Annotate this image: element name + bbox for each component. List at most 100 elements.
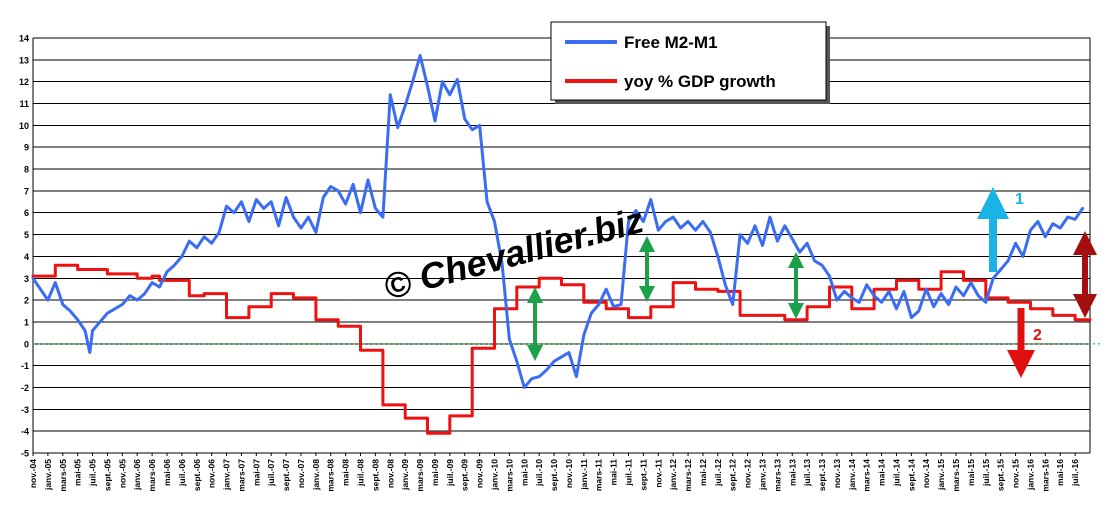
y-tick-label: 12 [19,77,29,87]
y-tick-label: 0 [24,339,29,349]
x-tick-label: mars-05 [58,459,68,492]
y-tick-label: -5 [21,449,29,459]
x-tick-label: janv.-05 [43,459,53,491]
x-tick-label: mars-13 [772,459,782,492]
x-tick-label: janv.-12 [668,459,678,491]
x-tick-label: nov.-13 [832,459,842,488]
y-tick-label: -4 [21,427,29,437]
x-tick-label: nov.-11 [653,459,663,488]
annotation-label-2: 2 [1033,327,1042,344]
x-tick-label: mars-14 [862,459,872,492]
x-tick-label: sept.-08 [370,459,380,491]
y-tick-label: -1 [21,361,29,371]
x-tick-label: juil.-12 [713,459,723,487]
x-tick-label: nov.-05 [117,459,127,488]
x-tick-label: juil.-07 [266,459,276,487]
annotation-label-1: 1 [1015,191,1024,208]
x-tick-label: janv.-09 [400,459,410,491]
x-tick-label: janv.-06 [132,459,142,491]
x-tick-label: sept.-14 [906,459,916,491]
series-line-free-m2-m1 [31,54,1085,389]
y-tick-label: 9 [24,143,29,153]
x-tick-label: juil.-05 [88,459,98,487]
x-tick-label: sept.-11 [638,459,648,491]
series-layer [31,54,1092,435]
x-tick-label: nov.-07 [296,459,306,488]
x-tick-label: mars-16 [1040,459,1050,492]
x-tick-label: sept.-05 [102,459,112,491]
x-tick-label: nov.-14 [921,459,931,488]
legend-box-face [550,21,827,101]
x-tick-label: nov.-12 [743,459,753,488]
x-tick-label: sept.-12 [728,459,738,491]
y-tick-label: 5 [24,230,29,240]
x-tick-label: mai-08 [341,459,351,486]
x-tick-label: mai-16 [1055,459,1065,486]
x-tick-label: juil.-11 [623,459,633,487]
x-tick-label: sept.-15 [996,459,1006,491]
y-tick-label: 14 [19,34,29,44]
x-tick-label: janv.-08 [311,459,321,491]
x-tick-label: nov.-09 [475,459,485,488]
x-tick-label: mai-13 [787,459,797,486]
x-tick-label: mai-10 [519,459,529,486]
x-tick-label: janv.-11 [579,459,589,491]
x-tick-label: mars-15 [951,459,961,492]
y-tick-label: 13 [19,55,29,65]
x-tick-label: mars-10 [504,459,514,492]
x-tick-label: janv.-15 [936,459,946,491]
x-tick-label: juil.-15 [981,459,991,487]
x-tick-label: janv.-07 [222,459,232,491]
series-line-gdp-growth [31,263,1092,435]
y-tick-label: 3 [24,274,29,284]
x-axis-tick-labels: nov.-04 janv.-05 mars-05 mai-05 juil.-05 sept… [28,453,1080,492]
x-tick-label: juil.-08 [356,459,366,487]
x-tick-label: juil.-06 [177,459,187,487]
x-tick-label: mai-14 [877,459,887,486]
legend: Free M2-M1 yoy % GDP growth [550,21,830,104]
y-tick-label: 11 [19,99,29,109]
x-tick-label: mars-12 [683,459,693,492]
y-tick-label: 10 [19,121,29,131]
x-tick-label: mai-12 [698,459,708,486]
gridlines [32,37,1091,454]
x-tick-label: juil.-09 [445,459,455,487]
x-tick-label: janv.-10 [490,459,500,491]
x-tick-label: janv.-16 [1025,459,1035,491]
x-tick-label: juil.-13 [802,459,812,487]
x-tick-label: nov.-10 [564,459,574,488]
x-tick-label: mars-11 [594,459,604,491]
x-tick-label: nov.-08 [385,459,395,488]
y-tick-label: -2 [21,383,29,393]
x-tick-label: mars-08 [326,459,336,492]
x-tick-label: sept.-10 [549,459,559,491]
x-tick-label: juil.-14 [891,459,901,487]
x-tick-label: sept.-13 [817,459,827,491]
x-tick-label: mai-07 [251,459,261,486]
x-tick-label: mai-05 [73,459,83,486]
x-tick-label: mars-07 [236,459,246,492]
y-tick-label: 2 [24,296,29,306]
x-tick-label: sept.-09 [460,459,470,491]
legend-label-m2m1: Free M2-M1 [624,33,718,52]
x-tick-label: janv.-13 [757,459,767,491]
x-tick-label: mai-09 [430,459,440,486]
x-tick-label: janv.-14 [847,459,857,491]
x-tick-label: mai-06 [162,459,172,486]
x-tick-label: juil.-10 [534,459,544,487]
y-tick-label: 6 [24,208,29,218]
x-tick-label: nov.-04 [28,459,38,488]
y-tick-label: 1 [24,317,29,327]
x-tick-label: mai-11 [609,459,619,486]
x-tick-label: mai-15 [966,459,976,486]
x-tick-label: mars-09 [415,459,425,492]
y-tick-label: 8 [24,165,29,175]
x-tick-label: mars-06 [147,459,157,492]
legend-label-gdp: yoy % GDP growth [624,72,776,91]
x-tick-label: nov.-15 [1011,459,1021,488]
y-tick-label: 4 [24,252,29,262]
y-tick-label: 7 [24,186,29,196]
x-tick-label: juil.-16 [1070,459,1080,487]
